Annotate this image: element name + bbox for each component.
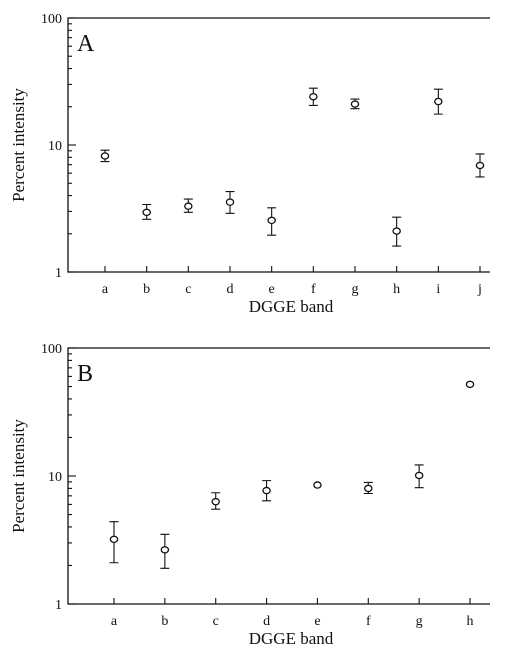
- data-point-c: [211, 497, 220, 506]
- data-point-h: [392, 227, 401, 235]
- x-tick-label-e: e: [269, 282, 275, 297]
- x-tick-label-i: i: [436, 282, 440, 297]
- panel-label: B: [77, 361, 93, 387]
- y-tick-label: 100: [41, 342, 62, 357]
- chart-panel-A: 1 10 100 a b c d e f g h i j A DGGE band Percent intens…: [9, 12, 490, 316]
- x-tick-label-f: f: [311, 282, 316, 297]
- data-point-c: [184, 202, 193, 210]
- x-tick-label-c: c: [185, 282, 191, 297]
- x-tick-label-h: h: [467, 614, 474, 629]
- y-tick-label: 100: [41, 12, 62, 27]
- data-point-f: [364, 484, 373, 493]
- data-point-d: [262, 486, 271, 495]
- x-tick-label-d: d: [227, 282, 234, 297]
- data-point-j: [475, 161, 485, 170]
- x-tick-label-a: a: [102, 282, 109, 297]
- x-tick-label-g: g: [416, 614, 423, 629]
- data-point-g: [414, 471, 424, 480]
- x-tick-label-e: e: [314, 614, 320, 629]
- x-axis-title: DGGE band: [249, 297, 334, 316]
- data-point-e: [267, 216, 276, 225]
- y-tick-label: 1: [55, 598, 62, 613]
- data-point-b: [142, 208, 151, 217]
- y-tick-label: 10: [48, 470, 62, 485]
- axis-frame: [67, 347, 490, 605]
- x-tick-label-h: h: [393, 282, 400, 297]
- x-tick-label-g: g: [352, 282, 359, 297]
- data-point-a: [100, 152, 110, 160]
- data-point-g: [350, 100, 360, 108]
- data-point-i: [434, 97, 443, 106]
- data-point-h: [465, 380, 475, 389]
- x-tick-label-d: d: [263, 614, 270, 629]
- data-point-f: [309, 92, 318, 101]
- x-tick-label-j: j: [477, 282, 482, 297]
- x-tick-label-b: b: [161, 614, 168, 629]
- x-tick-label-f: f: [366, 614, 371, 629]
- y-tick-label: 1: [55, 266, 62, 281]
- y-axis-title: Percent intensity: [9, 88, 28, 202]
- data-point-e: [313, 481, 322, 489]
- x-tick-label-c: c: [213, 614, 219, 629]
- panel-label: A: [77, 31, 95, 57]
- y-axis-title: Percent intensity: [9, 419, 28, 533]
- data-point-b: [160, 546, 170, 554]
- chart-panel-B: 1 10 100 a b c d e f g h B DGGE band Percent intensit…: [9, 342, 490, 648]
- x-tick-label-b: b: [143, 282, 150, 297]
- y-tick-label: 10: [48, 139, 62, 154]
- data-point-a: [109, 535, 119, 544]
- axis-frame: [67, 17, 490, 273]
- x-tick-label-a: a: [111, 614, 118, 629]
- data-point-d: [225, 198, 235, 206]
- x-axis-title: DGGE band: [249, 629, 334, 648]
